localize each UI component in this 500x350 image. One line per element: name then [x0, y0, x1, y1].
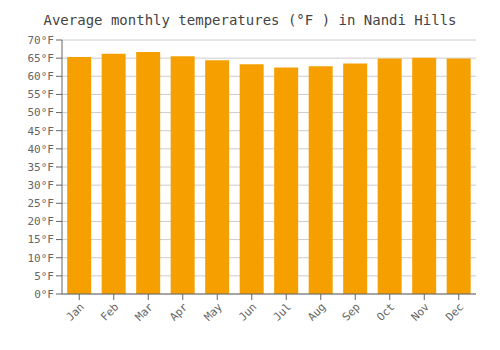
svg-text:25°F: 25°F	[28, 197, 55, 210]
svg-text:70°F: 70°F	[28, 34, 55, 47]
svg-text:Jun: Jun	[236, 300, 259, 323]
svg-text:65°F: 65°F	[28, 52, 55, 65]
svg-text:Feb: Feb	[98, 300, 121, 323]
svg-text:Nov: Nov	[409, 300, 433, 324]
svg-text:0°F: 0°F	[34, 288, 54, 301]
svg-text:Dec: Dec	[443, 300, 466, 323]
svg-text:5°F: 5°F	[34, 270, 54, 283]
svg-text:45°F: 45°F	[28, 125, 55, 138]
svg-text:Apr: Apr	[167, 300, 191, 324]
svg-text:60°F: 60°F	[28, 70, 55, 83]
svg-text:May: May	[202, 300, 226, 324]
svg-text:Aug: Aug	[305, 300, 328, 323]
svg-text:20°F: 20°F	[28, 215, 55, 228]
svg-text:40°F: 40°F	[28, 143, 55, 156]
svg-text:Jul: Jul	[271, 300, 294, 323]
html-text:Average monthly temperatures (: Average monthly temperatures (°F ) in Na…	[43, 12, 457, 28]
svg-text:Jan: Jan	[64, 300, 87, 323]
svg-text:10°F: 10°F	[28, 252, 55, 265]
svg-text:30°F: 30°F	[28, 179, 55, 192]
svg-text:50°F: 50°F	[28, 106, 55, 119]
svg-text:55°F: 55°F	[28, 88, 55, 101]
svg-text:Oct: Oct	[374, 300, 397, 323]
svg-text:15°F: 15°F	[28, 233, 55, 246]
svg-text:35°F: 35°F	[28, 161, 55, 174]
svg-text:Mar: Mar	[133, 300, 157, 324]
svg-text:Sep: Sep	[340, 300, 363, 323]
